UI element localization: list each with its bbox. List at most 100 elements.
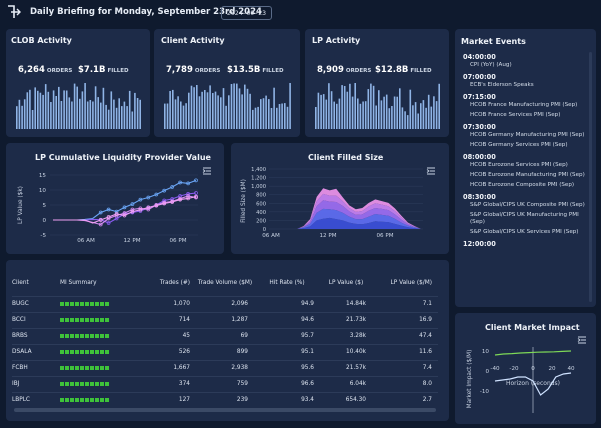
summary-square	[85, 365, 89, 370]
market-events-panel: Market Events	[455, 29, 596, 307]
cell-hit-rate: 93.4	[254, 391, 320, 408]
table-row[interactable]: LBPLC 127 239 93.4 654.30 2.7	[12, 391, 438, 408]
cell-volume: 759	[196, 375, 254, 392]
event-item[interactable]: S&P Global/CIPS UK Manufacturing PMI (Se…	[470, 212, 579, 225]
x-tick-label: -40	[490, 366, 500, 372]
filled-area-layer	[271, 200, 421, 229]
activity-bar	[380, 100, 383, 129]
summary-square	[85, 333, 89, 338]
activity-bar	[333, 101, 335, 129]
y-tick-label: 1,000	[251, 184, 266, 190]
event-item[interactable]: HCOB Eurozone Services PMI (Sep)	[470, 162, 568, 168]
activity-bar	[409, 89, 412, 129]
summary-square	[90, 317, 94, 322]
activity-bar	[169, 91, 171, 129]
table-row[interactable]: FCBH 1,667 2,938 95.6 21.57k 7.4	[12, 359, 438, 376]
activity-bar	[338, 98, 341, 129]
activity-bar	[131, 111, 134, 129]
activity-bar	[325, 99, 328, 129]
activity-bar	[228, 95, 230, 129]
col-hit-rate[interactable]: Hit Rate (%)	[269, 279, 305, 286]
col-lp-value-m[interactable]: LP Value ($/M)	[390, 279, 433, 286]
cell-hit-rate: 95.6	[254, 359, 320, 376]
activity-bar	[113, 99, 115, 129]
cell-lp-value: 21.73k	[320, 311, 372, 328]
y-tick-label: 1,400	[251, 167, 266, 173]
cell-lp-value-m: 7.4	[372, 359, 438, 376]
activity-bar	[164, 103, 166, 129]
lp-series-point	[178, 197, 182, 202]
activity-bar	[26, 92, 29, 129]
event-item[interactable]: HCOB Eurozone Composite PMI (Sep)	[470, 182, 575, 188]
y-tick-label: 400	[256, 210, 266, 216]
x-tick-label: 20	[548, 366, 556, 372]
date-badge[interactable]: 2024-09-23	[221, 6, 272, 20]
lp-cumulative-panel: LP Cumulative Liquidity Provider Value 1…	[6, 143, 224, 254]
x-tick-label: 06 PM	[169, 238, 186, 244]
activity-bar	[55, 96, 57, 129]
event-item[interactable]: S&P Global/CIPS UK Services PMI (Sep)	[470, 229, 579, 235]
activity-bar	[320, 94, 322, 129]
events-scrollbar[interactable]	[589, 52, 592, 302]
market-events-list[interactable]: 04:00:00 CPI (YoY) (Aug) 07:00:00 ECB's Eld…	[463, 52, 593, 302]
event-time: 08:30:00	[463, 193, 496, 201]
menu-icon[interactable]	[577, 336, 587, 344]
lp-activity-bar-chart	[315, 83, 440, 129]
event-time: 07:30:00	[463, 123, 496, 131]
y-tick-label: 5	[42, 203, 46, 209]
activity-bar	[81, 91, 84, 129]
activity-bar	[39, 92, 42, 129]
activity-bar	[396, 96, 398, 129]
summary-square	[75, 365, 79, 370]
table-row[interactable]: BUGC 1,070 2,096 94.9 14.84k 7.1	[12, 295, 438, 312]
table-row[interactable]: DSALA 526 899 95.1 10.40k 11.6	[12, 343, 438, 360]
lp-series-point	[122, 213, 127, 218]
client-filled-panel: Client Filled Size 1,400 1,200 1,000 800 600…	[231, 143, 449, 254]
y-tick-label: -10	[480, 389, 490, 395]
table-row[interactable]: BRBS 45 69 95.7 3.28k 47.4	[12, 327, 438, 344]
event-item[interactable]: S&P Global/CIPS UK Composite PMI (Sep)	[470, 202, 585, 208]
impact-series-green	[494, 350, 572, 356]
activity-bar	[417, 113, 419, 129]
lp-series-point	[162, 201, 167, 206]
col-trades[interactable]: Trades (#)	[159, 279, 190, 286]
activity-bar	[166, 103, 169, 129]
table-row[interactable]: IBJ 374 759 96.6 6.04k 8.0	[12, 375, 438, 392]
cell-client: BRBS	[12, 327, 60, 344]
activity-bar	[76, 86, 78, 129]
activity-bar	[427, 94, 430, 129]
cell-volume: 1,287	[196, 311, 254, 328]
event-item[interactable]: HCOB Germany Manufacturing PMI (Sep)	[470, 132, 585, 138]
event-item[interactable]: HCOB France Services PMI (Sep)	[470, 112, 561, 118]
col-volume[interactable]: Trade Volume ($M)	[197, 279, 253, 286]
lp-series-point	[106, 207, 111, 212]
activity-bar	[18, 99, 21, 129]
y-tick-label: 0	[263, 227, 266, 233]
summary-square	[60, 317, 64, 322]
event-item[interactable]: CPI (YoY) (Aug)	[470, 62, 512, 68]
col-client[interactable]: Client	[12, 279, 29, 286]
event-item[interactable]: ECB's Elderson Speaks	[470, 82, 534, 88]
table-scrollbar[interactable]	[14, 408, 436, 412]
lp-series-point	[154, 203, 159, 208]
event-item[interactable]: HCOB France Manufacturing PMI (Sep)	[470, 102, 578, 108]
activity-bar	[346, 91, 349, 129]
activity-bar	[193, 87, 195, 129]
activity-bar	[204, 90, 206, 129]
menu-icon[interactable]	[202, 167, 212, 175]
cell-volume: 69	[196, 327, 254, 344]
activity-bar	[404, 111, 406, 129]
activity-bar	[354, 83, 356, 129]
event-item[interactable]: HCOB Germany Services PMI (Sep)	[470, 142, 568, 148]
cell-client: LBPLC	[12, 391, 60, 408]
cell-mi-summary	[60, 295, 142, 312]
y-tick-label: -5	[40, 233, 46, 239]
table-row[interactable]: BCCI 714 1,287 94.6 21.73k 16.9	[12, 311, 438, 328]
summary-square	[60, 333, 64, 338]
col-mi-summary[interactable]: MI Summary	[60, 279, 97, 286]
cell-lp-value-m: 11.6	[372, 343, 438, 360]
event-item[interactable]: HCOB Eurozone Manufacturing PMI (Sep)	[470, 172, 585, 178]
col-lp-value[interactable]: LP Value ($)	[328, 279, 364, 286]
menu-icon[interactable]	[426, 167, 436, 175]
lp-cumulative-chart: 15 10 5 0 -5 LP Value ($k) 06 AM 12 PM 06 PM	[18, 173, 198, 244]
